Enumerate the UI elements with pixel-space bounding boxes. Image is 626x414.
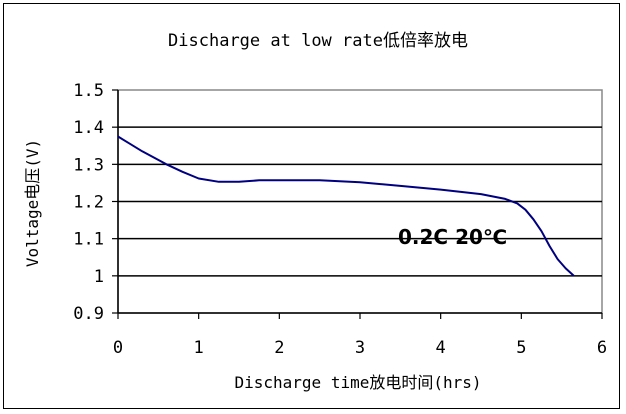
- y-tick-label: 1.3: [73, 155, 104, 175]
- x-tick-label: 1: [194, 338, 204, 358]
- y-tick-label: 0.9: [73, 304, 104, 324]
- x-axis-label: Discharge time放电时间(hrs): [234, 373, 481, 392]
- y-tick-label: 1.5: [73, 81, 104, 101]
- x-tick-label: 2: [274, 338, 284, 358]
- y-tick-label: 1.2: [73, 193, 104, 213]
- y-tick-label: 1.1: [73, 230, 104, 250]
- y-axis-label: Voltage电压(V): [23, 139, 42, 267]
- x-axis-ticks: 0 1 2 3 4 5 6: [113, 313, 607, 358]
- x-tick-label: 5: [516, 338, 526, 358]
- x-tick-label: 6: [597, 338, 607, 358]
- x-tick-label: 3: [355, 338, 365, 358]
- x-tick-label: 4: [436, 338, 446, 358]
- plot-area: [118, 90, 602, 313]
- chart-title: Discharge at low rate低倍率放电: [168, 31, 468, 51]
- x-tick-label: 0: [113, 338, 123, 358]
- y-tick-label: 1.4: [73, 118, 104, 138]
- y-tick-label: 1: [94, 267, 104, 287]
- y-axis-ticks: 0.9 1 1.1 1.2 1.3 1.4 1.5: [73, 81, 118, 324]
- condition-annotation: 0.2C 20℃: [398, 225, 507, 249]
